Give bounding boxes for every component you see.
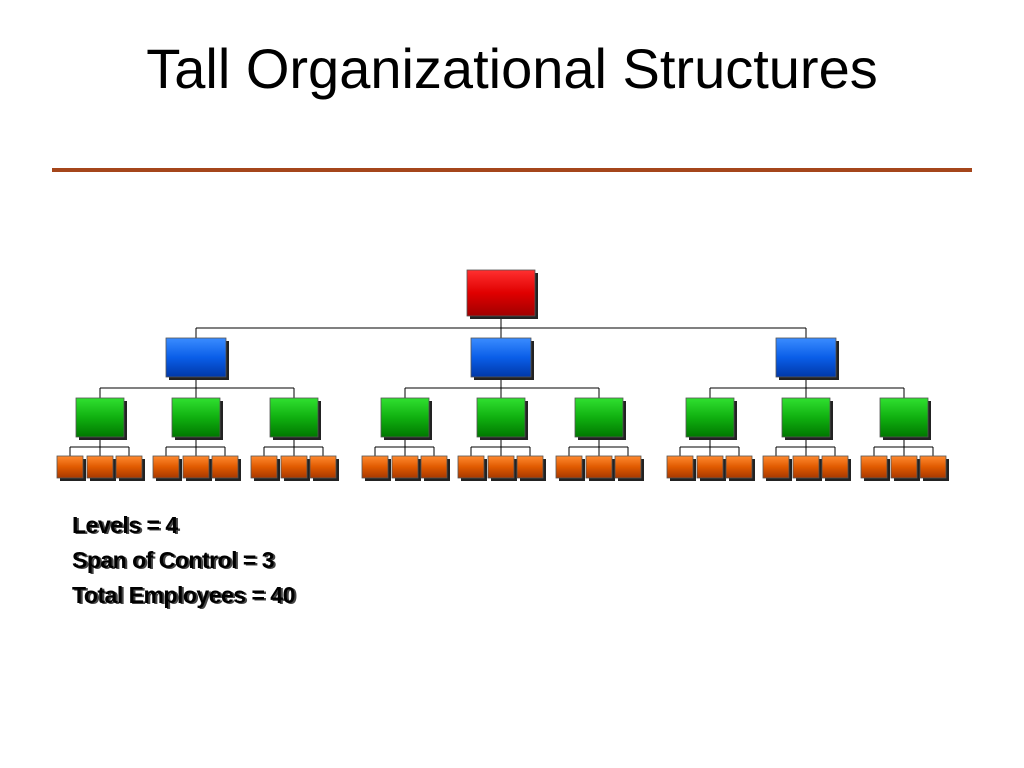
supervisor: [574, 397, 624, 438]
employee: [860, 455, 888, 479]
employee: [152, 455, 180, 479]
stat-line: Levels = 4: [72, 512, 178, 538]
employee: [821, 455, 849, 479]
employee: [696, 455, 724, 479]
supervisor: [75, 397, 125, 438]
middle-manager: [470, 337, 532, 378]
employee: [457, 455, 485, 479]
employee: [115, 455, 143, 479]
employee: [86, 455, 114, 479]
supervisor: [171, 397, 221, 438]
stats: Levels = 4 Span of Control = 3 Total Emplo…: [72, 508, 295, 613]
stat-line: Total Employees = 40: [72, 582, 295, 608]
employee: [585, 455, 613, 479]
employee: [725, 455, 753, 479]
employee: [420, 455, 448, 479]
employee: [391, 455, 419, 479]
employee: [182, 455, 210, 479]
employee: [309, 455, 337, 479]
employee: [919, 455, 947, 479]
stat-line: Span of Control = 3: [72, 547, 274, 573]
employee: [487, 455, 515, 479]
employee: [666, 455, 694, 479]
employee: [361, 455, 389, 479]
employee: [250, 455, 278, 479]
middle-manager: [775, 337, 837, 378]
employee: [56, 455, 84, 479]
employee: [614, 455, 642, 479]
employee: [762, 455, 790, 479]
supervisor: [476, 397, 526, 438]
employee: [555, 455, 583, 479]
employee: [211, 455, 239, 479]
employee: [516, 455, 544, 479]
employee: [280, 455, 308, 479]
supervisor: [269, 397, 319, 438]
supervisor: [879, 397, 929, 438]
supervisor: [380, 397, 430, 438]
top-manager: [466, 269, 536, 317]
employee: [890, 455, 918, 479]
slide-title: Tall Organizational Structures: [146, 37, 878, 100]
supervisor: [781, 397, 831, 438]
title-rule: [52, 168, 972, 172]
employee: [792, 455, 820, 479]
middle-manager: [165, 337, 227, 378]
supervisor: [685, 397, 735, 438]
